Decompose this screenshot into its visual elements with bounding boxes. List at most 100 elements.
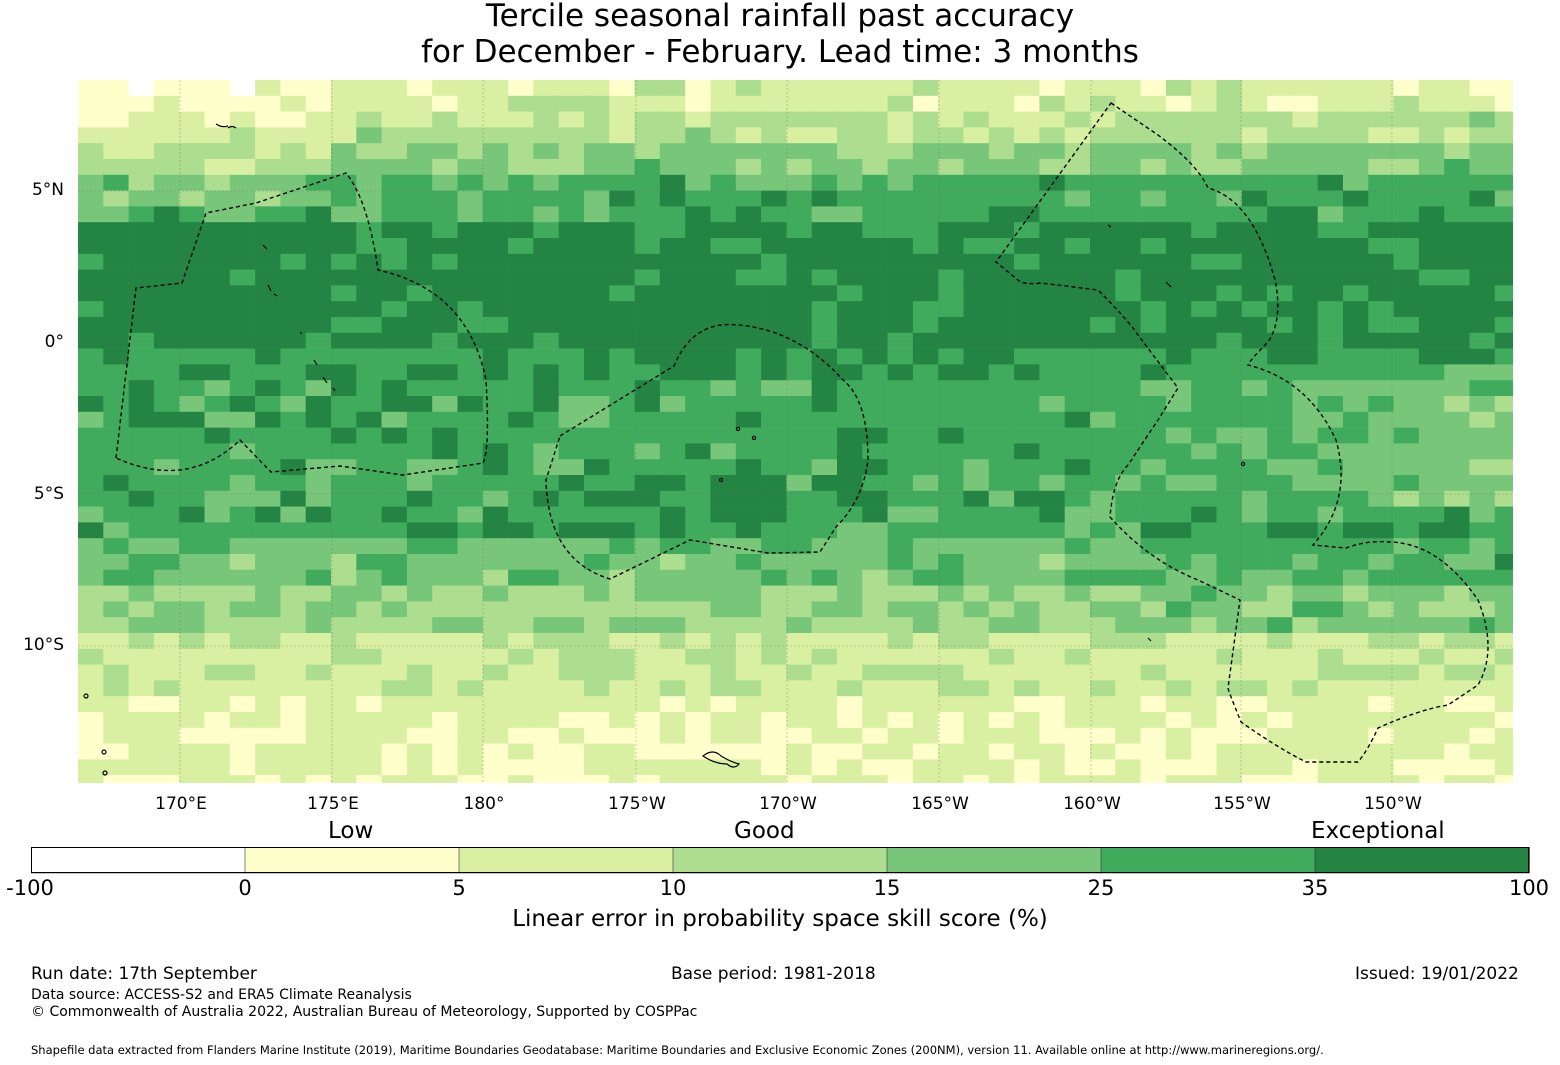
- grid-cell: [103, 95, 129, 112]
- grid-cell: [786, 712, 812, 729]
- grid-cell: [1343, 348, 1369, 365]
- grid-cell: [887, 601, 914, 618]
- grid-cell: [381, 301, 408, 318]
- grid-cell: [1267, 332, 1293, 349]
- grid-cell: [1014, 80, 1040, 97]
- grid-cell: [1444, 743, 1470, 760]
- grid-cell: [1064, 743, 1091, 760]
- grid-cell: [811, 601, 838, 618]
- grid-cell: [381, 427, 408, 444]
- grid-cell: [988, 633, 1015, 650]
- grid-cell: [685, 459, 711, 476]
- grid-cell: [1216, 348, 1243, 365]
- grid-cell: [1444, 601, 1470, 618]
- grid-cell: [1292, 633, 1318, 650]
- grid-cell: [1393, 680, 1420, 697]
- grid-cell: [1191, 411, 1217, 428]
- grid-cell: [78, 427, 104, 444]
- grid-cell: [659, 743, 686, 760]
- grid-cell: [1494, 80, 1513, 97]
- grid-cell: [1292, 443, 1318, 460]
- grid-cell: [1494, 143, 1513, 160]
- grid-cell: [1241, 301, 1268, 318]
- grid-cell: [1368, 554, 1394, 571]
- grid-cell: [331, 712, 357, 729]
- grid-cell: [609, 506, 635, 523]
- grid-cell: [1014, 127, 1040, 144]
- grid-cell: [1292, 127, 1318, 144]
- grid-cell: [1418, 585, 1445, 602]
- grid-cell: [1368, 633, 1394, 650]
- grid-cell: [1064, 538, 1091, 555]
- grid-cell: [912, 238, 939, 255]
- grid-cell: [609, 80, 635, 97]
- colorbar-tick-0: 0: [238, 876, 252, 900]
- grid-cell: [1216, 522, 1243, 539]
- grid-cell: [1191, 617, 1217, 634]
- grid-cell: [280, 269, 306, 286]
- grid-cell: [735, 538, 762, 555]
- grid-cell: [1317, 759, 1344, 776]
- grid-cell: [305, 190, 332, 207]
- grid-cell: [1140, 554, 1167, 571]
- grid-cell: [1393, 459, 1420, 476]
- grid-cell: [1393, 253, 1420, 270]
- grid-cell: [837, 238, 863, 255]
- grid-cell: [1393, 696, 1420, 713]
- grid-cell: [1343, 127, 1369, 144]
- grid-cell: [305, 127, 332, 144]
- grid-cell: [457, 569, 484, 586]
- grid-cell: [1343, 712, 1369, 729]
- grid-cell: [482, 127, 509, 144]
- grid-cell: [1368, 285, 1394, 302]
- grid-cell: [862, 253, 888, 270]
- grid-cell: [128, 111, 155, 128]
- grid-cell: [1216, 490, 1243, 507]
- grid-cell: [963, 569, 990, 586]
- grid-cell: [887, 269, 914, 286]
- grid-cell: [280, 601, 306, 618]
- grid-cell: [508, 285, 534, 302]
- grid-cell: [1494, 569, 1513, 586]
- grid-cell: [255, 569, 281, 586]
- grid-cell: [938, 238, 964, 255]
- grid-cell: [533, 206, 559, 223]
- grid-cell: [912, 569, 939, 586]
- grid-cell: [837, 633, 863, 650]
- grid-cell: [1393, 443, 1420, 460]
- grid-cell: [508, 238, 534, 255]
- grid-cell: [887, 332, 914, 349]
- grid-cell: [786, 174, 812, 191]
- grid-cell: [1064, 775, 1091, 783]
- grid-cell: [204, 348, 231, 365]
- grid-cell: [280, 190, 306, 207]
- grid-cell: [1064, 475, 1091, 492]
- grid-cell: [1115, 617, 1141, 634]
- grid-cell: [204, 712, 231, 729]
- grid-cell: [659, 648, 686, 665]
- grid-cell: [305, 380, 332, 397]
- grid-cell: [1418, 522, 1445, 539]
- grid-cell: [1418, 648, 1445, 665]
- grid-cell: [482, 475, 509, 492]
- grid-cell: [1494, 727, 1513, 744]
- grid-cell: [938, 285, 964, 302]
- grid-cell: [1267, 522, 1293, 539]
- grid-cell: [1216, 364, 1243, 381]
- grid-cell: [735, 664, 762, 681]
- grid-cell: [331, 775, 357, 783]
- grid-cell: [862, 506, 888, 523]
- grid-cell: [558, 396, 585, 413]
- grid-cell: [229, 332, 256, 349]
- grid-cell: [837, 301, 863, 318]
- grid-cell: [128, 174, 155, 191]
- grid-cell: [862, 301, 888, 318]
- grid-cell: [1115, 127, 1141, 144]
- grid-cell: [78, 585, 104, 602]
- grid-cell: [659, 601, 686, 618]
- grid-cell: [735, 522, 762, 539]
- grid-cell: [1368, 727, 1394, 744]
- grid-cell: [229, 95, 256, 112]
- lon-label-175e: 175°E: [307, 794, 359, 814]
- grid-cell: [1165, 648, 1192, 665]
